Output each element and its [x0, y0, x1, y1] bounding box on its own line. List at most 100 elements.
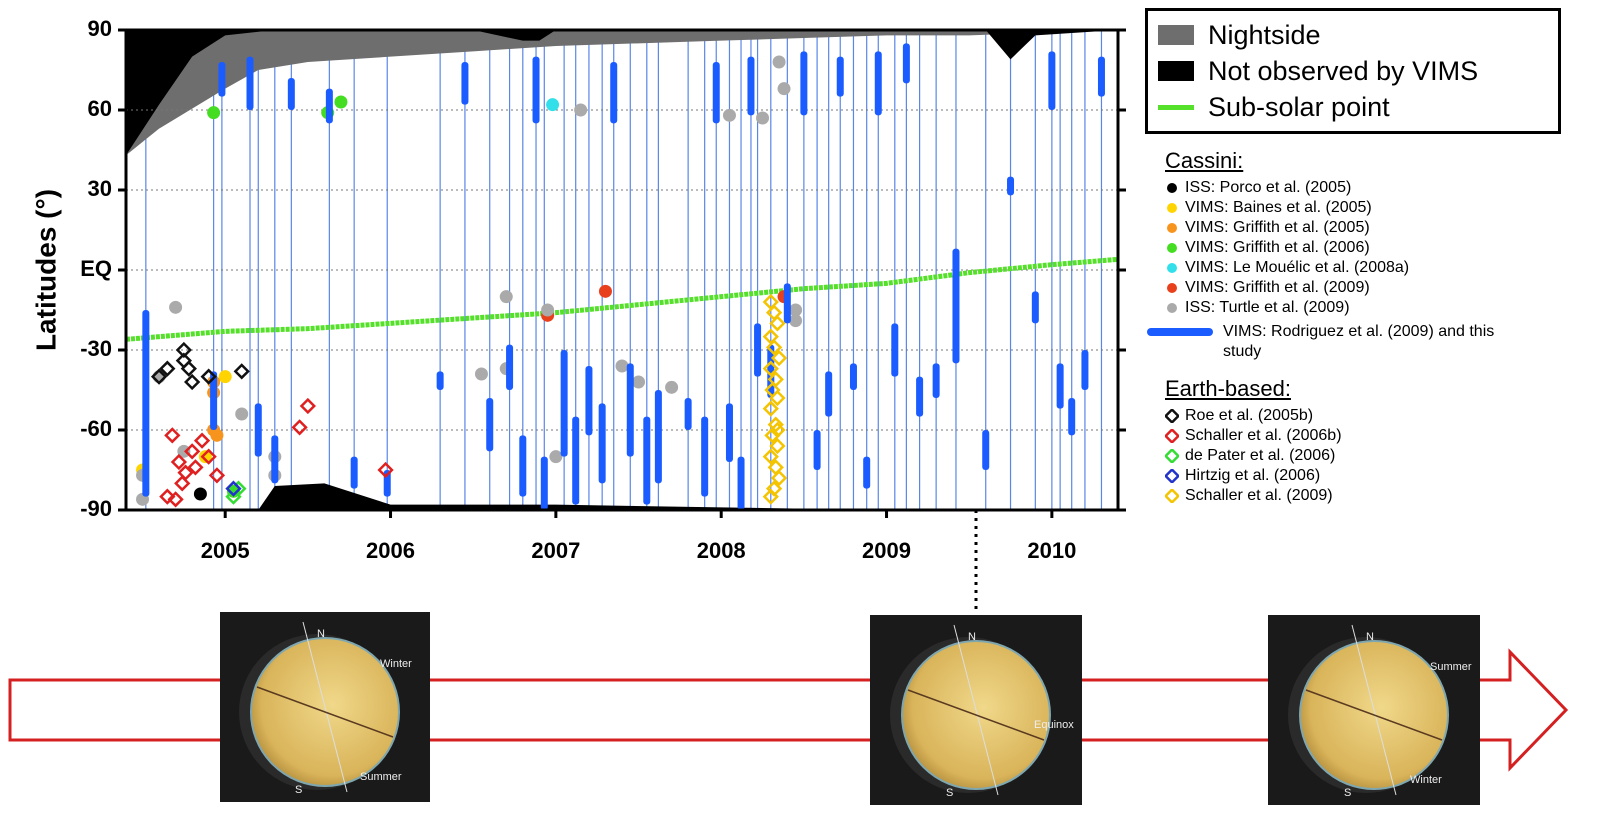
point	[198, 450, 212, 464]
point	[598, 284, 612, 298]
season-label: S	[1344, 787, 1351, 799]
observation-bar	[783, 283, 791, 324]
legend-marker	[1165, 489, 1179, 503]
observation-bar	[560, 350, 568, 457]
observation-bar	[952, 248, 960, 364]
y-tick-label: 60	[88, 96, 112, 121]
point	[777, 82, 791, 96]
point	[184, 443, 201, 460]
observation-bar	[598, 403, 606, 484]
region-area	[126, 30, 1118, 156]
y-tick-label: -90	[80, 496, 112, 521]
point	[574, 103, 588, 117]
point	[193, 432, 211, 449]
legend-symbol	[1165, 469, 1179, 483]
legend-label: Roe et al. (2005b)	[1185, 407, 1314, 424]
legend-entry: VIMS: Griffith et al. (2005)	[1165, 218, 1605, 238]
observation-bar	[1048, 51, 1056, 110]
observation-bar	[142, 310, 150, 497]
legend-marker	[1167, 263, 1177, 273]
legend-entry: ISS: Turtle et al. (2009)	[1165, 298, 1605, 318]
observation-bar	[1056, 363, 1064, 409]
x-tick-label: 2010	[1027, 538, 1076, 563]
legend-swatch	[1158, 61, 1194, 81]
legend-group-title: Earth-based:	[1165, 376, 1291, 401]
observation-bar	[626, 363, 634, 457]
point	[762, 400, 779, 417]
observation-bar	[1007, 176, 1015, 196]
x-tick-label: 2005	[201, 538, 250, 563]
legend-entry: VIMS: Rodriguez et al. (2009) and this s…	[1145, 322, 1605, 362]
observation-bar	[916, 376, 924, 417]
y-tick-label: 30	[88, 176, 112, 201]
point	[180, 360, 197, 377]
point	[764, 427, 781, 444]
point	[167, 491, 184, 508]
point	[177, 444, 191, 458]
observation-bar	[747, 56, 755, 116]
legend-label: VIMS: Griffith et al. (2009)	[1185, 279, 1370, 296]
legend-label: ISS: Turtle et al. (2009)	[1185, 299, 1350, 316]
point	[474, 367, 488, 381]
legend-box: Nightside Not observed by VIMS Sub-solar p…	[1145, 8, 1561, 134]
plot-frame	[124, 28, 1120, 512]
point	[200, 448, 217, 465]
legend-entry: Sub-solar point	[1158, 89, 1548, 125]
observation-bar	[902, 43, 910, 84]
point	[299, 397, 316, 415]
legend-label: Schaller et al. (2009)	[1185, 487, 1333, 504]
point	[207, 106, 221, 120]
observation-bar	[532, 56, 540, 124]
season-label: Winter	[1410, 774, 1442, 786]
observation-bar	[1068, 398, 1076, 436]
season-images: N S Winter Summer N S Equinox N S Summer Winter	[220, 612, 1480, 805]
observation-bar	[643, 416, 651, 505]
plot-area: -90 -60 -30 EQ 30 60 90 2005 2006 2007 2008 2009 201…	[80, 16, 1126, 614]
observation-bar	[836, 56, 844, 97]
legend-label: ISS: Porco et al. (2005)	[1185, 179, 1352, 196]
legend-entry: Hirtzig et al. (2006)	[1165, 466, 1605, 486]
legend-symbol	[1165, 449, 1179, 463]
legend-label: Sub-solar point	[1208, 92, 1390, 122]
point	[200, 368, 217, 385]
observation-bar	[982, 430, 990, 470]
legend-symbol	[1167, 283, 1177, 293]
point	[762, 448, 779, 465]
legend-symbol	[1167, 263, 1177, 273]
legend-symbol	[1167, 203, 1177, 213]
legend-marker	[1165, 449, 1179, 463]
season-label: Equinox	[1034, 719, 1074, 731]
point	[769, 437, 786, 455]
subsolar-line	[125, 256, 1119, 342]
point	[770, 469, 788, 487]
legend-label: de Pater et al. (2006)	[1185, 447, 1336, 464]
season-label: N	[317, 628, 325, 640]
point	[169, 300, 183, 314]
legend-entry: Roe et al. (2005b)	[1165, 406, 1605, 426]
observation-bar	[254, 403, 262, 457]
titan-equator	[1305, 689, 1443, 741]
legend-entry: Not observed by VIMS	[1158, 53, 1548, 89]
point	[377, 461, 394, 479]
observation-bar	[932, 363, 940, 398]
observation-bar	[350, 456, 358, 489]
observation-bar	[246, 56, 254, 110]
point	[762, 488, 779, 505]
observation-bar	[863, 456, 871, 489]
point	[769, 389, 786, 407]
point	[665, 380, 679, 394]
point	[722, 108, 736, 122]
observation-bar	[218, 62, 226, 97]
legend-entry: ISS: Porco et al. (2005)	[1165, 178, 1605, 198]
legend-symbol	[1165, 429, 1179, 443]
legend-marker	[1167, 283, 1177, 293]
legend: Nightside Not observed by VIMS Sub-solar p…	[1145, 8, 1605, 506]
observation-bar	[737, 456, 745, 510]
point	[770, 349, 788, 367]
legend-symbol	[1165, 409, 1179, 423]
point	[208, 467, 226, 484]
legend-symbol	[1167, 243, 1177, 253]
observation-bar	[461, 62, 469, 105]
legend-label: VIMS: Baines et al. (2005)	[1185, 199, 1372, 216]
y-tick-label: 90	[88, 16, 112, 41]
